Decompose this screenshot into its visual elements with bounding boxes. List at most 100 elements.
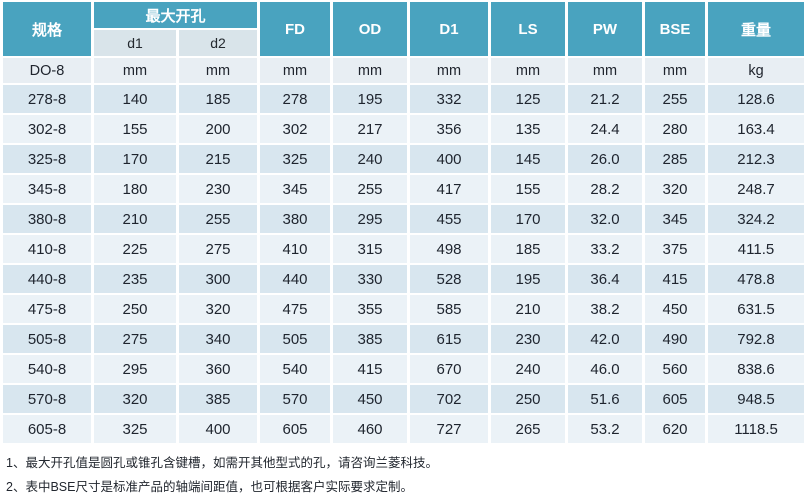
spec-cell: 440-8 <box>3 265 91 293</box>
value-cell: 375 <box>645 235 706 263</box>
col-subheader-d2: d2 <box>179 30 258 56</box>
value-cell: kg <box>708 58 805 83</box>
value-cell: 255 <box>179 205 258 233</box>
spec-cell: 302-8 <box>3 115 91 143</box>
value-cell: 170 <box>94 145 176 173</box>
value-cell: 302 <box>260 115 331 143</box>
header-row-sub: d1 d2 <box>3 30 804 56</box>
spec-cell: 540-8 <box>3 355 91 383</box>
header-row-main: 规格 最大开孔 FD OD D1 LS PW BSE 重量 <box>3 2 805 56</box>
spec-cell: 380-8 <box>3 205 91 233</box>
value-cell: 250 <box>94 295 176 323</box>
value-cell: mm <box>491 58 566 83</box>
table-row: 540-8 295 360 540 415 670 240 46.0 560 838.6 <box>3 355 805 383</box>
spec-cell: DO-8 <box>3 58 91 83</box>
col-header-od: OD <box>333 2 408 56</box>
value-cell: 475 <box>260 295 331 323</box>
value-cell: 235 <box>94 265 176 293</box>
spec-cell: 345-8 <box>3 175 91 203</box>
value-cell: 528 <box>410 265 489 293</box>
value-cell: 28.2 <box>568 175 643 203</box>
value-cell: 1118.5 <box>708 415 805 443</box>
value-cell: 170 <box>491 205 566 233</box>
value-cell: mm <box>568 58 643 83</box>
value-cell: 605 <box>260 415 331 443</box>
value-cell: 26.0 <box>568 145 643 173</box>
table-row: 302-8 155 200 302 217 356 135 24.4 280 163.4 <box>3 115 805 143</box>
value-cell: 455 <box>410 205 489 233</box>
footnote-1: 1、最大开孔值是圆孔或锥孔含键槽，如需开其他型式的孔，请咨询兰菱科技。 <box>6 456 438 470</box>
value-cell: 250 <box>491 385 566 413</box>
value-cell: 498 <box>410 235 489 263</box>
value-cell: 275 <box>94 325 176 353</box>
value-cell: 380 <box>260 205 331 233</box>
value-cell: 670 <box>410 355 489 383</box>
table-row: 440-8 235 300 440 330 528 195 36.4 415 478.8 <box>3 265 805 293</box>
value-cell: 32.0 <box>568 205 643 233</box>
table-row: 505-8 275 340 505 385 615 230 42.0 490 792.8 <box>3 325 805 353</box>
value-cell: 53.2 <box>568 415 643 443</box>
value-cell: 330 <box>333 265 408 293</box>
value-cell: 570 <box>260 385 331 413</box>
value-cell: 275 <box>179 235 258 263</box>
value-cell: 838.6 <box>708 355 805 383</box>
value-cell: 125 <box>491 85 566 113</box>
value-cell: mm <box>179 58 258 83</box>
value-cell: 792.8 <box>708 325 805 353</box>
value-cell: 225 <box>94 235 176 263</box>
value-cell: 345 <box>260 175 331 203</box>
value-cell: 217 <box>333 115 408 143</box>
col-header-weight: 重量 <box>708 2 805 56</box>
value-cell: mm <box>410 58 489 83</box>
table-header: 规格 最大开孔 FD OD D1 LS PW BSE 重量 d1 d2 <box>3 2 805 56</box>
spec-cell: 325-8 <box>3 145 91 173</box>
value-cell: 948.5 <box>708 385 805 413</box>
value-cell: 21.2 <box>568 85 643 113</box>
col-header-d1-capital: D1 <box>410 2 489 56</box>
value-cell: 415 <box>333 355 408 383</box>
value-cell: 230 <box>179 175 258 203</box>
value-cell: 210 <box>94 205 176 233</box>
value-cell: 295 <box>94 355 176 383</box>
value-cell: 240 <box>491 355 566 383</box>
value-cell: 325 <box>260 145 331 173</box>
value-cell: 230 <box>491 325 566 353</box>
spec-cell: 278-8 <box>3 85 91 113</box>
col-header-fd: FD <box>260 2 331 56</box>
value-cell: 345 <box>645 205 706 233</box>
value-cell: 200 <box>179 115 258 143</box>
spec-cell: 605-8 <box>3 415 91 443</box>
value-cell: 410 <box>260 235 331 263</box>
value-cell: 620 <box>645 415 706 443</box>
col-header-ls: LS <box>491 2 566 56</box>
value-cell: 185 <box>179 85 258 113</box>
value-cell: mm <box>645 58 706 83</box>
value-cell: 295 <box>333 205 408 233</box>
value-cell: 400 <box>410 145 489 173</box>
value-cell: 163.4 <box>708 115 805 143</box>
value-cell: 195 <box>491 265 566 293</box>
value-cell: 128.6 <box>708 85 805 113</box>
value-cell: 140 <box>94 85 176 113</box>
value-cell: 265 <box>491 415 566 443</box>
value-cell: 490 <box>645 325 706 353</box>
col-header-pw: PW <box>568 2 643 56</box>
table-row: 410-8 225 275 410 315 498 185 33.2 375 411.5 <box>3 235 805 263</box>
value-cell: 300 <box>179 265 258 293</box>
value-cell: 33.2 <box>568 235 643 263</box>
value-cell: 460 <box>333 415 408 443</box>
value-cell: 332 <box>410 85 489 113</box>
value-cell: 505 <box>260 325 331 353</box>
spec-cell: 410-8 <box>3 235 91 263</box>
value-cell: mm <box>94 58 176 83</box>
value-cell: 631.5 <box>708 295 805 323</box>
value-cell: 440 <box>260 265 331 293</box>
units-row: DO-8 mm mm mm mm mm mm mm mm kg <box>3 58 805 83</box>
value-cell: 320 <box>94 385 176 413</box>
value-cell: 360 <box>179 355 258 383</box>
value-cell: 450 <box>333 385 408 413</box>
spec-table: 规格 最大开孔 FD OD D1 LS PW BSE 重量 d1 d2 DO-8… <box>3 2 805 443</box>
footnote-2: 2、表中BSE尺寸是标准产品的轴端间距值，也可根据客户实际要求定制。 <box>6 480 413 494</box>
value-cell: 185 <box>491 235 566 263</box>
